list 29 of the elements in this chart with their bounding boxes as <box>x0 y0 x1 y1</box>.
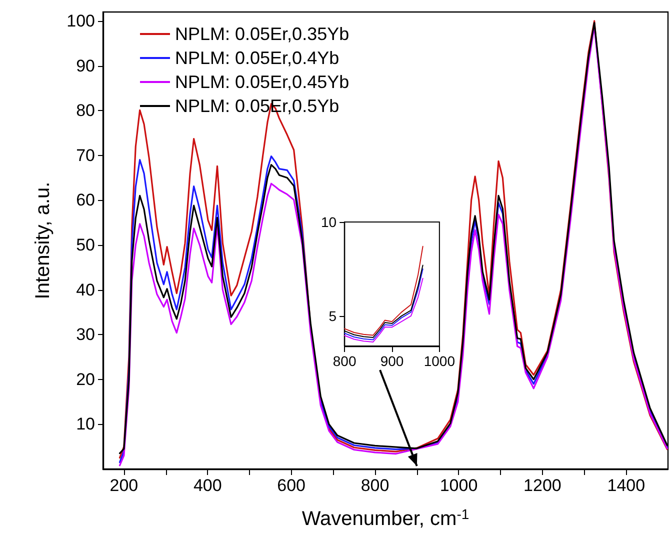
x-tick-label: 1400 <box>607 476 646 495</box>
y-tick-label: 10 <box>76 414 95 434</box>
y-tick-label: 90 <box>76 56 95 76</box>
y-axis-title: Intensity, a.u. <box>32 182 54 300</box>
x-tick-label: 900 <box>380 353 404 369</box>
y-tick-label: 70 <box>76 146 95 165</box>
x-tick-label: 1200 <box>524 476 562 495</box>
legend-label: NPLM: 0.05Er,0.45Yb <box>175 72 350 92</box>
y-tick-label: 5 <box>328 308 337 324</box>
x-tick-label: 1000 <box>424 353 456 369</box>
y-tick-label: 20 <box>76 370 95 389</box>
legend-label: NPLM: 0.05Er,0.4Yb <box>175 48 340 68</box>
x-tick-label: 600 <box>277 476 306 495</box>
y-tick-label: 80 <box>76 101 95 120</box>
legend-label: NPLM: 0.05Er,0.35Yb <box>175 24 350 44</box>
y-tick-label: 40 <box>76 280 95 300</box>
y-tick-label: 50 <box>76 235 95 254</box>
x-tick-label: 800 <box>332 353 356 369</box>
y-tick-label: 100 <box>66 11 95 30</box>
x-tick-label: 1000 <box>440 476 478 495</box>
line-series <box>344 278 424 343</box>
y-tick-label: 60 <box>76 190 95 210</box>
x-tick-label: 200 <box>110 476 138 495</box>
legend-label: NPLM: 0.05Er,0.5Yb <box>175 96 340 116</box>
x-tick-label: 400 <box>193 476 222 495</box>
y-tick-label: 10 <box>320 214 337 230</box>
x-tick-label: 800 <box>360 476 390 495</box>
y-tick-label: 30 <box>76 325 95 344</box>
line-series <box>344 246 424 336</box>
